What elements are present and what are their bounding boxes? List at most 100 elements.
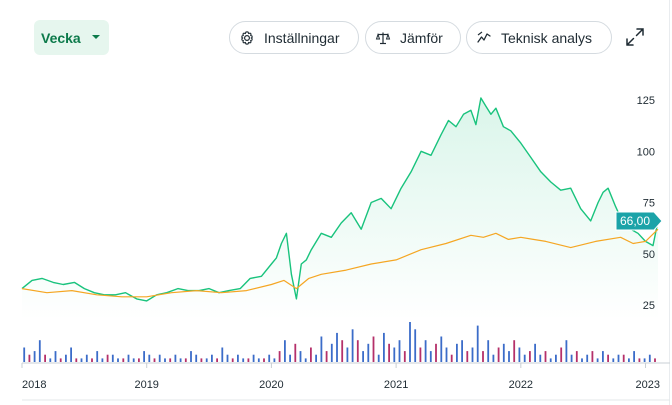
x-tick-label: 2023 [636,379,660,391]
volume-bar [23,347,26,362]
expand-icon[interactable] [624,26,646,48]
series-area-fill [22,98,658,320]
volume-bar [231,358,234,362]
volume-bar [398,340,401,362]
volume-bar [44,354,46,362]
volume-bar [351,329,354,362]
volume-bar [654,358,656,362]
volume-bar [429,351,432,362]
volume-bar [622,354,625,362]
period-label: Vecka [41,29,81,46]
volume-bar [153,358,156,362]
volume-bar [450,354,453,362]
volume-bar [59,358,62,362]
volume-bar [257,358,260,362]
period-select[interactable]: Vecka [34,20,109,55]
volume-bar [482,351,484,362]
volume-bar [591,351,594,362]
x-tick-label: 2018 [22,379,46,391]
volume-bar [242,358,245,362]
volume-bar [617,354,620,362]
volume-bar [466,351,469,362]
x-tick-label: 2021 [384,379,408,391]
volume-bar [263,358,265,362]
volume-bar [117,358,119,362]
y-tick-label: 75 [643,198,655,210]
volume-bar [648,354,651,362]
volume-bar [237,354,239,362]
volume-bar [80,358,83,362]
y-tick-label: 25 [643,300,655,312]
volume-bar [502,343,505,362]
volume-bar [138,358,140,362]
volume-bar [273,358,276,362]
volume-bar [487,340,490,362]
volume-bar [304,358,307,362]
volume-bar [445,347,448,362]
volume-bar [284,340,286,362]
volume-bar [127,354,130,362]
volume-bar [101,358,104,362]
volume-bar [513,340,516,362]
volume-bar [638,358,641,362]
volume-bar [534,343,536,362]
volume-bar [497,347,500,362]
volume-bar [268,354,271,362]
volume-bar [91,358,93,362]
volume-bar [143,351,145,362]
volume-bar [346,347,349,362]
series-line-primary [21,97,659,302]
volume-bar [471,347,474,362]
volume-bar [419,347,422,362]
volume-bar [633,351,635,362]
scales-icon [375,30,391,46]
volume-bar [325,351,328,362]
volume-bar [111,354,114,362]
volume-bar [555,354,557,362]
volume-bar [294,343,297,362]
x-tick-label: 2019 [134,379,158,391]
volume-bar [581,358,583,362]
volume-bar [539,354,542,362]
volume-bar [356,340,359,362]
volume-bar [65,354,67,362]
volume-bar [461,340,463,362]
volume-bar [612,358,615,362]
volume-bar [252,354,255,362]
current-price-label: 66,00 [620,214,650,228]
volume-bar [164,358,166,362]
volume-bar [523,354,526,362]
volume-bar [54,351,57,362]
volume-bar [310,347,312,362]
volume-bar [96,351,99,362]
volume-bar [226,354,229,362]
volume-bar [570,354,573,362]
volume-bar [586,354,589,362]
volume-bar [518,347,521,362]
x-tick-label: 2022 [509,379,533,391]
volume-bar [560,347,563,362]
volume-bar [544,351,547,362]
technical-analysis-label: Teknisk analys [501,29,593,46]
volume-bar [320,336,323,362]
volume-bar [299,351,302,362]
volume-bar [372,336,375,362]
volume-bar [330,343,333,362]
volume-bar [596,358,599,362]
volume-bar [492,354,495,362]
volume-bar [28,354,31,362]
volume-bar [75,358,78,362]
volume-bar [424,340,427,362]
settings-button[interactable]: Inställningar [229,21,359,54]
volume-bar [190,351,192,362]
volume-bar [38,340,41,362]
caret-down-icon [92,35,100,39]
volume-bar [440,336,443,362]
volume-bar [179,358,182,362]
volume-bar [575,351,578,362]
volume-bar [414,329,417,362]
compare-button[interactable]: Jämför [365,21,461,54]
technical-analysis-button[interactable]: Teknisk analys [466,21,612,54]
